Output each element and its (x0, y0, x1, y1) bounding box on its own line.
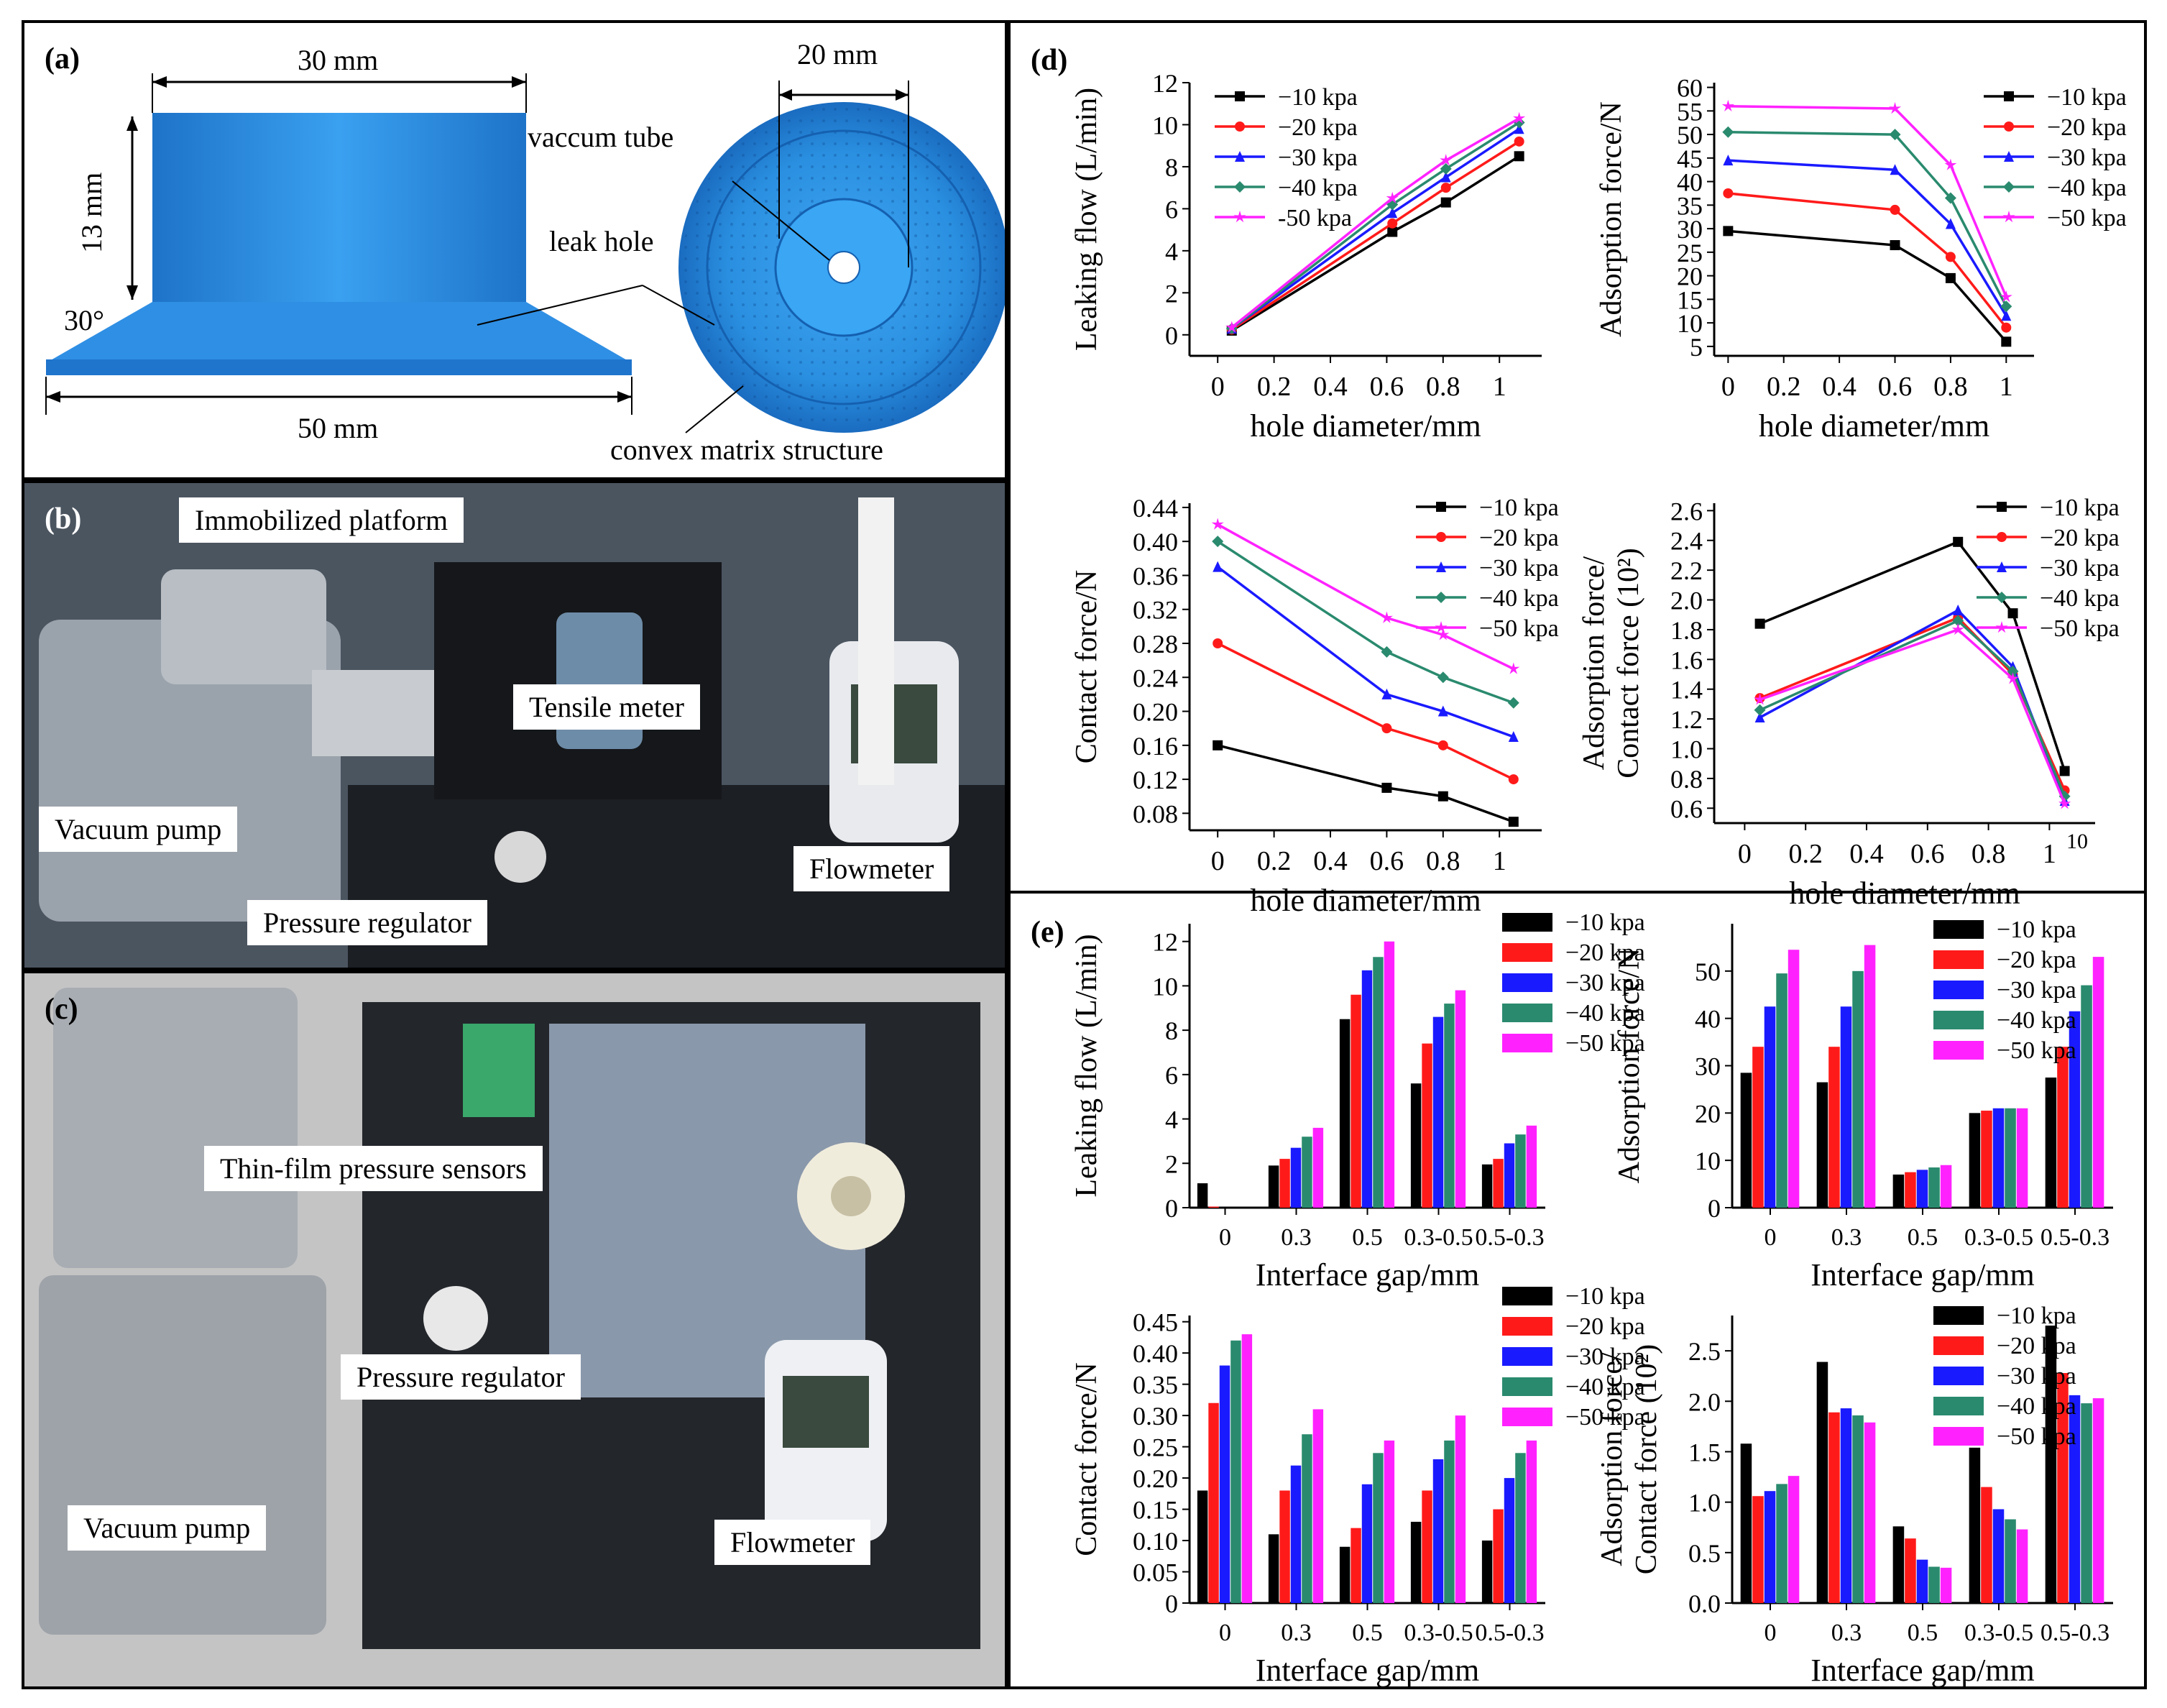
panel-e-label: (e) (1031, 916, 1064, 949)
panel-b: (b) Immobilized platform Tensile meter V… (22, 480, 1008, 970)
tag-immobilized-platform: Immobilized platform (179, 497, 464, 543)
callout-convex-matrix: convex matrix structure (610, 433, 883, 466)
flange-base (46, 359, 632, 375)
tag-vacuum-pump-b: Vacuum pump (39, 807, 238, 852)
dim-bottom-label: 50 mm (298, 412, 379, 444)
device-drawing (45, 73, 1005, 433)
dim-inner-label: 20 mm (797, 38, 878, 70)
tag-pressure-regulator-c: Pressure regulator (341, 1354, 581, 1400)
tag-flowmeter-b: Flowmeter (793, 846, 950, 891)
cylinder-body (152, 113, 526, 303)
panel-e: (e) (1008, 891, 2147, 1689)
dim-top-label: 30 mm (298, 44, 379, 76)
dim-height-label: 13 mm (75, 172, 108, 253)
panel-b-label: (b) (45, 502, 82, 536)
tag-pressure-regulator-b: Pressure regulator (247, 900, 487, 945)
panel-a-label: (a) (45, 42, 80, 75)
panel-d: (d) (1008, 20, 2147, 894)
tag-vacuum-pump-c: Vacuum pump (68, 1505, 267, 1551)
panel-a: (a) (22, 20, 1008, 480)
tag-tensile-meter: Tensile meter (513, 684, 700, 730)
photo-setup-c (24, 973, 1005, 1686)
tag-thin-film-sensors: Thin-film pressure sensors (204, 1146, 543, 1191)
callout-leak-hole: leak hole (549, 225, 654, 257)
flange-cone (50, 302, 628, 361)
tag-flowmeter-c: Flowmeter (714, 1520, 871, 1565)
panel-c-label: (c) (45, 993, 78, 1026)
dim-angle-label: 30° (64, 304, 104, 336)
callout-vacuum-tube: vaccum tube (528, 121, 674, 153)
panel-d-label: (d) (1031, 44, 1068, 77)
panel-c: (c) Thin-film pressure sensors Pressure … (22, 970, 1008, 1689)
